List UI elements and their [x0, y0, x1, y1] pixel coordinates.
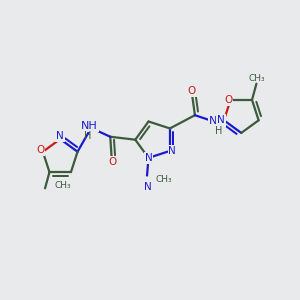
Text: N: N — [168, 146, 176, 156]
Text: O: O — [224, 95, 232, 105]
Text: N: N — [217, 115, 225, 125]
Text: O: O — [188, 86, 196, 96]
Text: H: H — [85, 131, 92, 141]
Text: CH₃: CH₃ — [248, 74, 265, 83]
Text: H: H — [215, 126, 222, 136]
Text: O: O — [108, 157, 116, 167]
Text: O: O — [36, 145, 45, 155]
Text: N: N — [56, 131, 64, 141]
Text: N: N — [144, 182, 152, 192]
Text: CH₃: CH₃ — [155, 175, 172, 184]
Text: NH: NH — [208, 116, 225, 126]
Text: CH₃: CH₃ — [55, 182, 71, 190]
Text: NH: NH — [81, 122, 98, 131]
Text: N: N — [145, 153, 152, 163]
